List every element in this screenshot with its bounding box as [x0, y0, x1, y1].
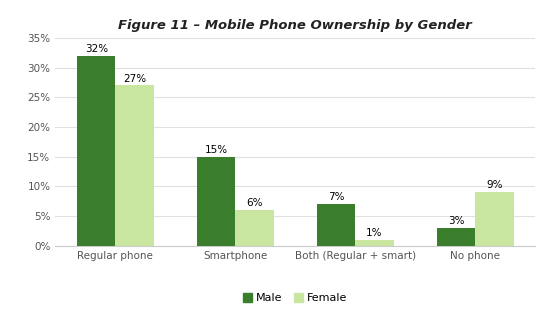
Text: 1%: 1%: [366, 228, 383, 238]
Text: 7%: 7%: [328, 192, 344, 202]
Bar: [317, 204, 355, 246]
Bar: [437, 228, 475, 246]
Legend: Male, Female: Male, Female: [238, 289, 352, 308]
Text: 15%: 15%: [205, 145, 228, 155]
Text: 3%: 3%: [448, 216, 464, 226]
Text: 27%: 27%: [123, 73, 146, 83]
Text: 32%: 32%: [84, 44, 108, 54]
Title: Figure 11 – Mobile Phone Ownership by Gender: Figure 11 – Mobile Phone Ownership by Ge…: [119, 20, 472, 32]
Bar: [475, 192, 513, 246]
Bar: [355, 240, 394, 246]
Text: 6%: 6%: [246, 198, 263, 208]
Bar: [197, 157, 235, 246]
Text: 9%: 9%: [486, 180, 503, 191]
Bar: [77, 56, 115, 246]
Bar: [235, 210, 274, 246]
Bar: [115, 85, 154, 246]
